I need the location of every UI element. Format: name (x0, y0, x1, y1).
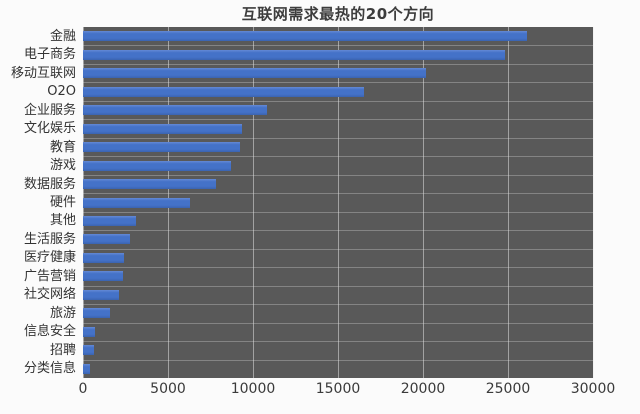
vertical-gridline (593, 27, 594, 378)
y-axis-label: 硬件 (49, 195, 76, 210)
horizontal-gridline (83, 119, 593, 121)
horizontal-gridline (83, 45, 593, 47)
plot-area (83, 27, 594, 378)
x-axis-tick-label: 20000 (400, 381, 446, 397)
x-axis: 0 5000 10000 15000 20000 25000 30000 (0, 381, 640, 401)
y-axis-label: 分类信息 (23, 361, 76, 377)
x-axis-tick-label: 0 (78, 381, 88, 397)
vertical-gridline (253, 27, 254, 378)
bar (83, 345, 95, 356)
bar (83, 68, 427, 79)
y-axis: 金融电子商务移动互联网 O2O 企业服务文化娱乐教育游戏数据服务硬件其他生活服务医疗… (0, 27, 78, 378)
y-axis-label: 金融 (49, 28, 76, 44)
bar (83, 179, 216, 190)
chart-title: 互联网需求最热的20个方向 (241, 5, 435, 23)
y-axis-label: 移动互联网 (10, 65, 76, 81)
horizontal-gridline (83, 248, 593, 250)
bar (83, 289, 119, 300)
horizontal-gridline (83, 63, 593, 65)
x-axis-tick-label: 25000 (485, 381, 531, 397)
bar (83, 160, 231, 171)
y-axis-label: 社交网络 (23, 287, 76, 303)
bar (83, 234, 130, 245)
y-axis-label: 教育 (49, 139, 76, 155)
bar (83, 49, 505, 60)
horizontal-gridline (83, 156, 593, 158)
x-axis-tick-label: 10000 (230, 381, 276, 397)
vertical-gridline (338, 27, 339, 378)
y-axis-label: 文化娱乐 (23, 121, 76, 137)
horizontal-gridline (83, 193, 593, 195)
bar (83, 252, 124, 263)
y-axis-label: 电子商务 (23, 47, 76, 63)
horizontal-gridline (83, 211, 593, 213)
bar (83, 271, 123, 282)
y-axis-label: 信息安全 (23, 324, 76, 340)
bar (83, 123, 242, 134)
bar (83, 142, 241, 153)
y-axis-label: O2O (47, 84, 76, 100)
horizontal-gridline (83, 359, 593, 361)
bar (83, 31, 527, 42)
vertical-gridline (423, 27, 424, 378)
y-axis-label: 招聘 (49, 342, 76, 358)
horizontal-gridline (83, 82, 593, 84)
horizontal-gridline (83, 174, 593, 176)
horizontal-gridline (83, 100, 593, 102)
x-axis-tick-label: 5000 (150, 381, 186, 397)
x-axis-tick-label: 15000 (315, 381, 361, 397)
bar (83, 308, 111, 319)
y-axis-label: 游戏 (49, 158, 76, 174)
horizontal-gridline (83, 230, 593, 232)
y-axis-label: 生活服务 (23, 231, 76, 247)
horizontal-gridline (83, 267, 593, 269)
bar (83, 326, 95, 337)
horizontal-gridline (83, 341, 593, 343)
bar (83, 197, 191, 208)
y-axis-label: 医疗健康 (23, 250, 76, 266)
y-axis-label: 数据服务 (23, 176, 76, 192)
y-axis-label: 旅游 (49, 305, 76, 321)
horizontal-gridline (83, 322, 593, 324)
horizontal-gridline (83, 304, 593, 306)
bar (83, 363, 91, 374)
bar (83, 215, 136, 226)
horizontal-gridline (83, 137, 593, 139)
bar (83, 105, 267, 116)
y-axis-label: 广告营销 (23, 268, 76, 284)
bar (83, 86, 364, 97)
x-axis-tick-label: 30000 (570, 381, 616, 397)
vertical-gridline (508, 27, 509, 378)
y-axis-label: 其他 (49, 213, 76, 229)
horizontal-gridline (83, 285, 593, 287)
y-axis-label: 企业服务 (23, 102, 76, 118)
